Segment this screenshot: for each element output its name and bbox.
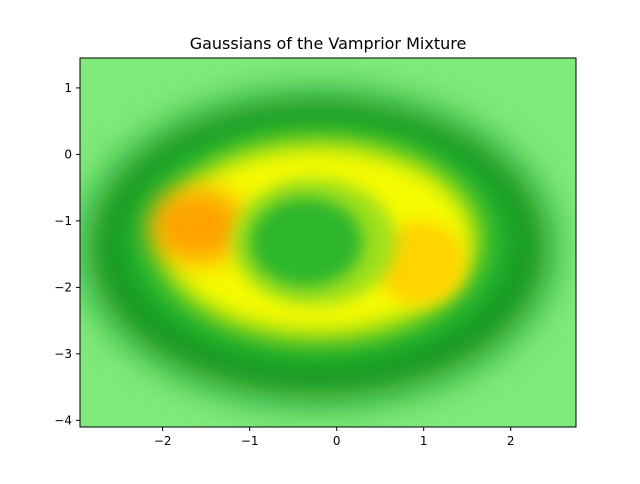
green-center [249, 197, 363, 287]
x-tick-label: 2 [507, 434, 515, 448]
warm-lobe [375, 221, 465, 305]
orange-hotspot [150, 188, 246, 264]
density-heatmap [80, 58, 576, 427]
y-tick-label: −4 [54, 413, 72, 427]
x-tick-label: −1 [241, 434, 259, 448]
x-tick-label: −2 [154, 434, 172, 448]
y-tick-label: 0 [64, 147, 72, 161]
y-tick-label: −1 [54, 214, 72, 228]
y-tick-label: −2 [54, 280, 72, 294]
plot-frame [79, 57, 577, 428]
x-axis: −2 −1 0 1 2 [154, 427, 515, 448]
y-tick-label: 1 [64, 81, 72, 95]
x-tick-label: 0 [333, 434, 341, 448]
chart-title: Gaussians of the Vamprior Mixture [190, 34, 467, 53]
x-tick-label: 1 [420, 434, 428, 448]
y-tick-label: −3 [54, 347, 72, 361]
y-axis: 1 0 −1 −2 −3 −4 [54, 81, 80, 427]
